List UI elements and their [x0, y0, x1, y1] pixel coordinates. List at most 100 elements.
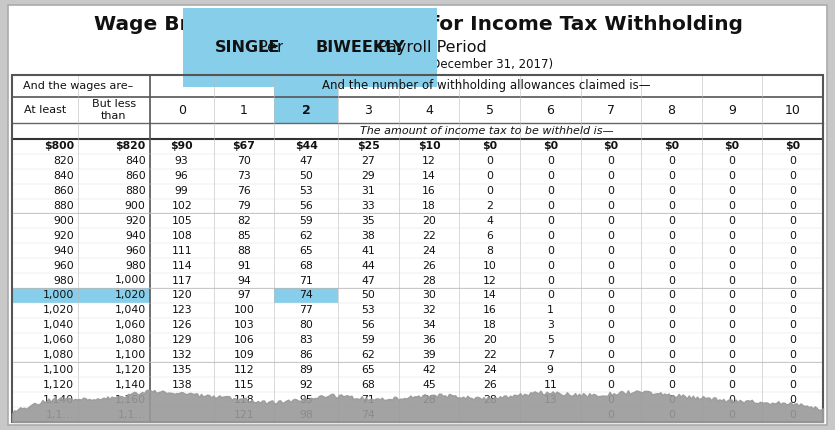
Text: 0: 0 — [789, 350, 797, 360]
Text: 0: 0 — [789, 171, 797, 181]
Text: 92: 92 — [299, 380, 313, 390]
Text: 118: 118 — [234, 395, 255, 405]
Text: 0: 0 — [486, 171, 493, 181]
Text: 98: 98 — [299, 409, 313, 420]
Text: 65: 65 — [362, 365, 376, 375]
Text: 38: 38 — [362, 231, 376, 241]
Text: Wage Bracket Method Tables for Income Tax Withholding: Wage Bracket Method Tables for Income Ta… — [94, 15, 742, 34]
Text: 0: 0 — [729, 380, 736, 390]
Text: 900: 900 — [53, 216, 74, 226]
Text: 1,020: 1,020 — [114, 290, 146, 301]
Bar — [12, 75, 823, 422]
Text: 70: 70 — [237, 157, 250, 166]
Text: $0: $0 — [725, 141, 740, 151]
Text: 0: 0 — [547, 157, 554, 166]
Text: 82: 82 — [237, 216, 250, 226]
Text: 0: 0 — [729, 216, 736, 226]
Text: 31: 31 — [362, 186, 376, 196]
Text: 0: 0 — [547, 231, 554, 241]
Text: 1,140: 1,140 — [114, 380, 146, 390]
Text: 45: 45 — [423, 380, 436, 390]
Text: 111: 111 — [171, 246, 192, 256]
Text: 114: 114 — [171, 261, 192, 270]
Text: 34: 34 — [423, 320, 436, 330]
Text: 135: 135 — [171, 365, 192, 375]
Text: 96: 96 — [175, 171, 189, 181]
Text: 0: 0 — [668, 409, 675, 420]
Text: 50: 50 — [362, 290, 376, 301]
Text: 0: 0 — [729, 395, 736, 405]
Text: 8: 8 — [486, 246, 493, 256]
Text: And the wages are–: And the wages are– — [23, 81, 134, 91]
Text: 22: 22 — [423, 231, 436, 241]
Text: 42: 42 — [423, 365, 436, 375]
Text: 1,080: 1,080 — [43, 350, 74, 360]
Text: 0: 0 — [729, 365, 736, 375]
Text: 0: 0 — [607, 320, 615, 330]
Text: 9: 9 — [728, 104, 736, 117]
Text: 28: 28 — [423, 395, 436, 405]
Text: 39: 39 — [423, 350, 436, 360]
Text: 0: 0 — [789, 201, 797, 211]
Text: 44: 44 — [362, 261, 376, 270]
Text: 1,100: 1,100 — [43, 365, 74, 375]
Text: 0: 0 — [789, 186, 797, 196]
Text: 0: 0 — [729, 320, 736, 330]
Text: 0: 0 — [668, 201, 675, 211]
Text: 0: 0 — [789, 261, 797, 270]
Text: 0: 0 — [789, 365, 797, 375]
Text: 41: 41 — [362, 246, 376, 256]
Text: At least: At least — [24, 105, 66, 115]
Text: 10: 10 — [483, 261, 497, 270]
Text: 0: 0 — [789, 276, 797, 286]
Bar — [274, 75, 338, 123]
Text: 108: 108 — [171, 231, 192, 241]
Text: 0: 0 — [607, 409, 615, 420]
Text: 10: 10 — [785, 104, 801, 117]
Text: 0: 0 — [547, 186, 554, 196]
Text: 0: 0 — [729, 276, 736, 286]
Text: 860: 860 — [53, 186, 74, 196]
Text: 0: 0 — [789, 335, 797, 345]
Text: 2: 2 — [301, 104, 311, 117]
Text: 109: 109 — [234, 350, 255, 360]
Text: 24: 24 — [483, 365, 497, 375]
Text: 0: 0 — [547, 201, 554, 211]
Text: 18: 18 — [483, 320, 497, 330]
Text: 0: 0 — [668, 231, 675, 241]
Text: 920: 920 — [125, 216, 146, 226]
Text: 0: 0 — [547, 276, 554, 286]
Text: 68: 68 — [362, 380, 376, 390]
Text: 112: 112 — [234, 365, 255, 375]
Text: 0: 0 — [729, 350, 736, 360]
Text: $90: $90 — [170, 141, 193, 151]
Text: 920: 920 — [53, 231, 74, 241]
Text: 0: 0 — [607, 380, 615, 390]
Text: Payroll Period: Payroll Period — [373, 40, 487, 55]
Text: 138: 138 — [171, 380, 192, 390]
Text: 47: 47 — [299, 157, 313, 166]
Text: 89: 89 — [299, 365, 313, 375]
Text: 0: 0 — [607, 365, 615, 375]
Text: 0: 0 — [668, 305, 675, 315]
Text: 77: 77 — [299, 305, 313, 315]
Text: 32: 32 — [423, 305, 436, 315]
Text: 36: 36 — [423, 335, 436, 345]
Text: 0: 0 — [789, 157, 797, 166]
Text: 95: 95 — [299, 395, 313, 405]
Text: 0: 0 — [668, 380, 675, 390]
Text: 1,020: 1,020 — [43, 305, 74, 315]
Text: 29: 29 — [362, 171, 376, 181]
Text: 71: 71 — [299, 276, 313, 286]
Text: 1,060: 1,060 — [43, 335, 74, 345]
Text: 0: 0 — [607, 395, 615, 405]
Text: 1,120: 1,120 — [43, 380, 74, 390]
Text: 1,1…: 1,1… — [46, 409, 74, 420]
Text: 1: 1 — [240, 104, 248, 117]
Text: 1,140: 1,140 — [43, 395, 74, 405]
Text: 840: 840 — [53, 171, 74, 181]
Text: 1,160: 1,160 — [114, 395, 146, 405]
Text: 94: 94 — [237, 276, 250, 286]
Text: 123: 123 — [171, 305, 192, 315]
Text: 71: 71 — [362, 395, 376, 405]
